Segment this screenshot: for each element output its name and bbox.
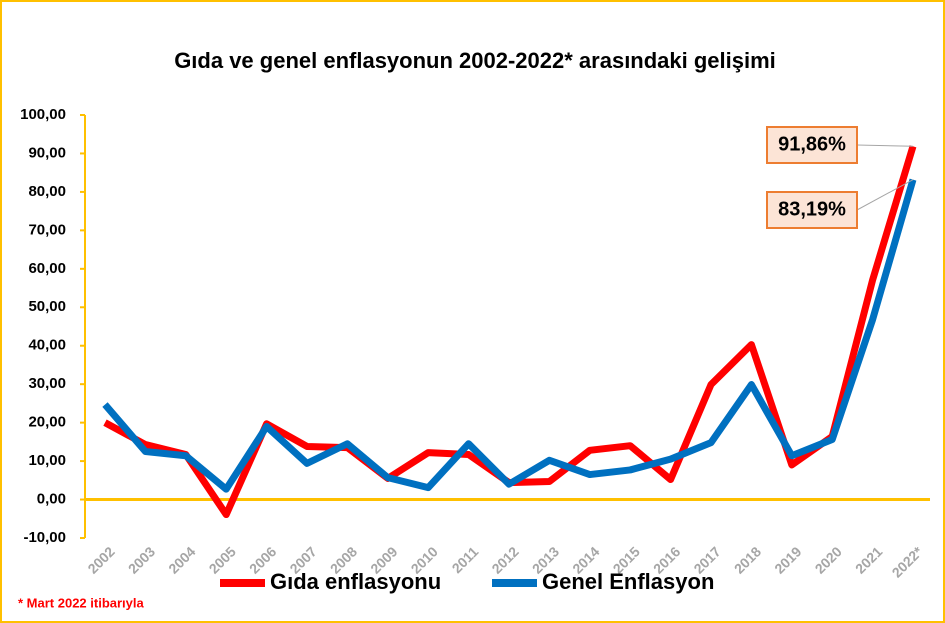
y-tick-label: 100,00 bbox=[20, 106, 66, 123]
y-tick-label: 50,00 bbox=[28, 298, 66, 315]
value-label-box bbox=[766, 126, 858, 164]
value-label: 83,19% bbox=[778, 198, 846, 220]
y-tick-label: 40,00 bbox=[28, 337, 66, 354]
y-tick-label: 20,00 bbox=[28, 414, 66, 431]
y-tick-label: 60,00 bbox=[28, 260, 66, 277]
y-tick-label: 90,00 bbox=[28, 144, 66, 161]
y-tick-label: 30,00 bbox=[28, 375, 66, 392]
y-tick-label: 10,00 bbox=[28, 452, 66, 469]
y-tick-label: 70,00 bbox=[28, 221, 66, 238]
legend-label: Genel Enflasyon bbox=[542, 569, 714, 594]
series-line bbox=[102, 178, 917, 493]
footnote: * Mart 2022 itibarıyla bbox=[18, 595, 144, 610]
chart-title: Gıda ve genel enflasyonun 2002-2022* ara… bbox=[174, 48, 776, 73]
value-label: 91,86% bbox=[778, 133, 846, 155]
y-tick-label: 80,00 bbox=[28, 183, 66, 200]
legend-label: Gıda enflasyonu bbox=[270, 569, 441, 594]
y-tick-label: -10,00 bbox=[23, 529, 66, 546]
value-label-box bbox=[766, 191, 858, 229]
y-tick-label: 0,00 bbox=[37, 491, 66, 508]
leader-line bbox=[856, 144, 914, 147]
leader-line bbox=[856, 179, 914, 211]
